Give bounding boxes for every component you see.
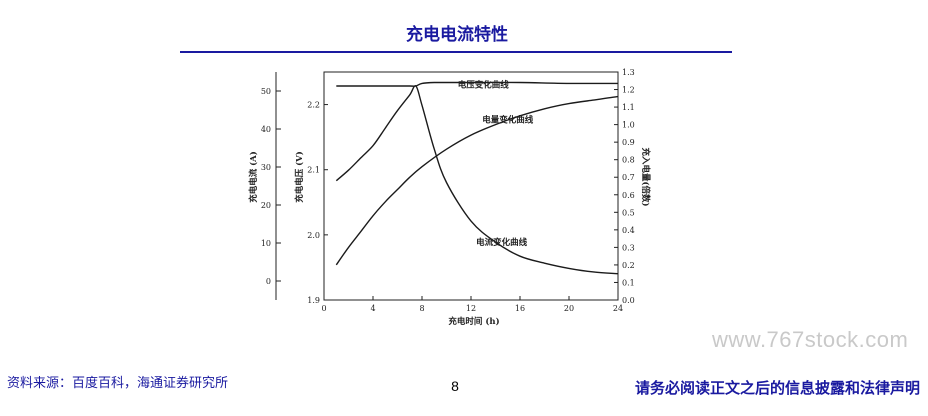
- capacity-tick-label: 0.3: [622, 243, 635, 252]
- voltage-tick-label: 2.0: [307, 231, 320, 240]
- x-tick-label: 16: [515, 304, 525, 313]
- voltage-tick-label: 2.1: [307, 166, 320, 175]
- page-number: 8: [451, 378, 459, 394]
- x-tick-label: 20: [564, 304, 574, 313]
- voltage-tick-label: 1.9: [307, 296, 320, 305]
- capacity-tick-label: 1.1: [622, 103, 635, 112]
- disclaimer-text: 请务必阅读正文之后的信息披露和法律声明: [634, 379, 920, 397]
- charging-characteristics-chart: 0 4 8 12 16 20 24 0 10 20 30 40 50 1.9 2.0 2.1 2.2 0.0 0.1…: [248, 68, 651, 327]
- current-tick-label: 40: [261, 125, 271, 134]
- current-tick-label: 0: [266, 277, 271, 286]
- current-tick-label: 30: [261, 163, 271, 172]
- capacity-tick-label: 0.9: [622, 138, 635, 147]
- current-curve: [335, 85, 619, 275]
- x-tick-label: 4: [370, 304, 375, 313]
- voltage-tick-label: 2.2: [307, 101, 320, 110]
- capacity-tick-label: 0.8: [622, 156, 635, 165]
- capacity-axis-label: 充入电量(倍数): [640, 147, 651, 206]
- x-axis-label: 充电时间 (h): [448, 316, 499, 327]
- capacity-tick-label: 0.2: [622, 261, 635, 270]
- current-tick-label: 50: [261, 87, 271, 96]
- capacity-tick-label: 1.3: [622, 68, 635, 77]
- page-title: 充电电流特性: [406, 25, 508, 45]
- current-tick-label: 10: [261, 239, 271, 248]
- watermark: www.767stock.com: [712, 327, 909, 352]
- x-tick-label: 0: [321, 304, 326, 313]
- capacity-tick-label: 1.2: [622, 86, 635, 95]
- curve-annotation: 电压变化曲线: [458, 79, 510, 90]
- current-axis-label: 充电电流 (A): [248, 151, 259, 203]
- voltage-curve: [336, 81, 619, 87]
- capacity-tick-label: 1.0: [622, 121, 635, 130]
- title-divider: [180, 51, 732, 53]
- capacity-tick-label: 0.6: [622, 191, 635, 200]
- x-tick-label: 8: [419, 304, 424, 313]
- curve-annotation: 电流变化曲线: [476, 237, 528, 248]
- capacity-curve: [335, 95, 619, 266]
- capacity-tick-label: 0.1: [622, 278, 635, 287]
- capacity-tick-label: 0.4: [622, 226, 635, 235]
- capacity-tick-label: 0.7: [622, 173, 635, 182]
- current-tick-label: 20: [261, 201, 271, 210]
- plot-frame: [323, 71, 619, 301]
- capacity-tick-label: 0.5: [622, 208, 635, 217]
- curve-annotation: 电量变化曲线: [482, 114, 534, 125]
- capacity-tick-label: 0.0: [622, 296, 635, 305]
- x-tick-label: 12: [466, 304, 476, 313]
- source-note: 资料来源：百度百科，海通证券研究所: [7, 376, 229, 391]
- voltage-axis-label: 充电电压 (V): [294, 151, 305, 203]
- x-tick-label: 24: [613, 304, 623, 313]
